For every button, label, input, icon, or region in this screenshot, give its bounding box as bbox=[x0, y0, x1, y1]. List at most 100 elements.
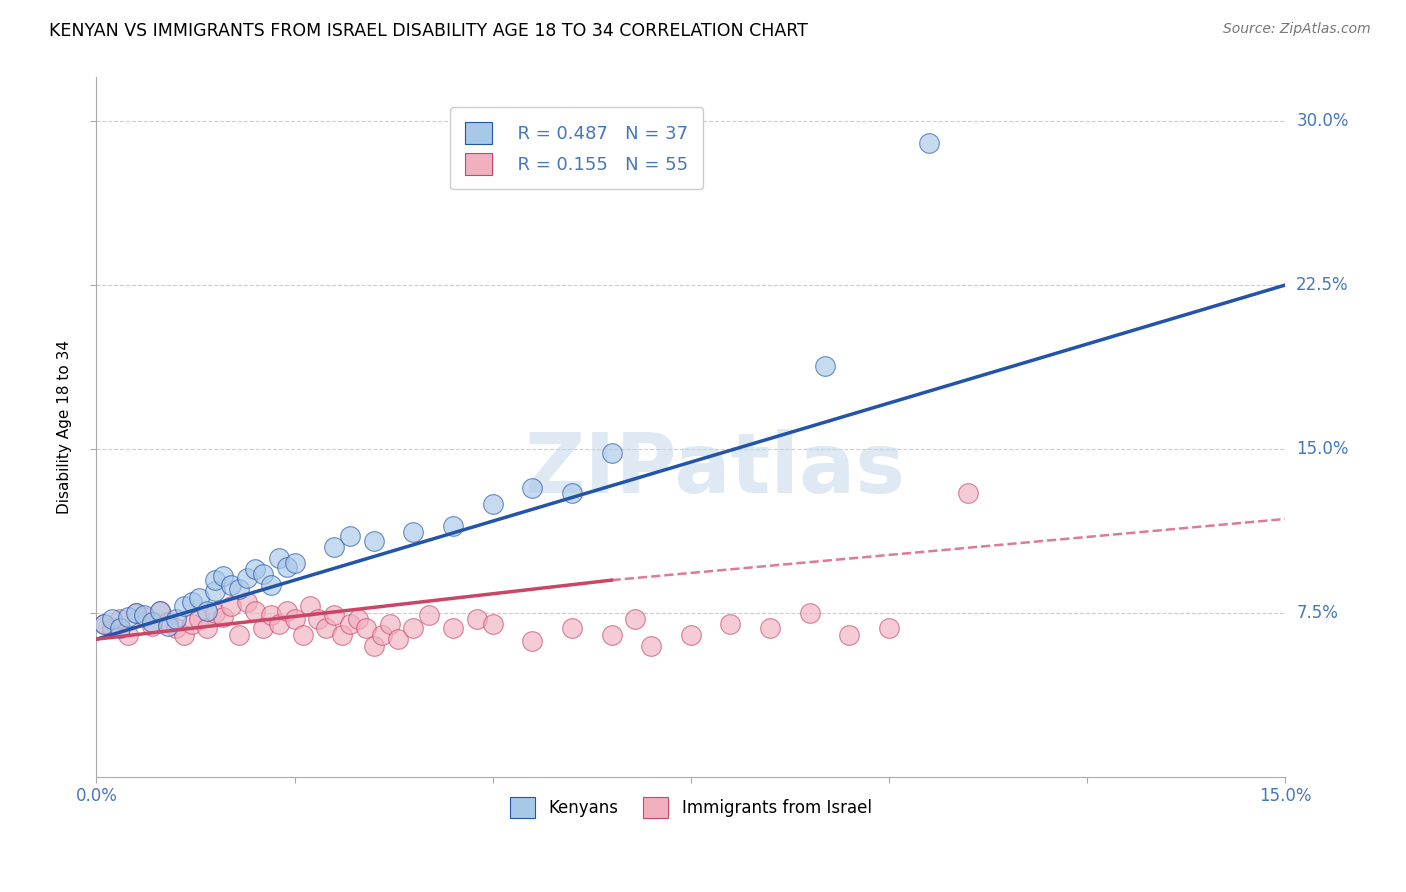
Point bbox=[204, 584, 226, 599]
Point bbox=[718, 616, 741, 631]
Point bbox=[117, 610, 139, 624]
Point bbox=[236, 571, 259, 585]
Point bbox=[173, 599, 195, 614]
Point bbox=[371, 628, 394, 642]
Point bbox=[284, 556, 307, 570]
Point bbox=[441, 518, 464, 533]
Point bbox=[363, 639, 385, 653]
Text: ZIPatlas: ZIPatlas bbox=[524, 429, 905, 509]
Text: 15.0%: 15.0% bbox=[1296, 440, 1348, 458]
Point bbox=[219, 599, 242, 614]
Text: KENYAN VS IMMIGRANTS FROM ISRAEL DISABILITY AGE 18 TO 34 CORRELATION CHART: KENYAN VS IMMIGRANTS FROM ISRAEL DISABIL… bbox=[49, 22, 808, 40]
Point bbox=[299, 599, 322, 614]
Point bbox=[276, 560, 298, 574]
Point bbox=[204, 573, 226, 587]
Point bbox=[156, 619, 179, 633]
Point bbox=[481, 497, 503, 511]
Point bbox=[149, 604, 172, 618]
Point bbox=[481, 616, 503, 631]
Point bbox=[93, 616, 115, 631]
Point bbox=[522, 481, 544, 495]
Point bbox=[219, 577, 242, 591]
Point bbox=[228, 582, 250, 596]
Y-axis label: Disability Age 18 to 34: Disability Age 18 to 34 bbox=[58, 340, 72, 514]
Point bbox=[165, 613, 187, 627]
Point bbox=[149, 604, 172, 618]
Point bbox=[339, 529, 361, 543]
Point bbox=[243, 604, 266, 618]
Point bbox=[363, 533, 385, 548]
Point bbox=[267, 551, 290, 566]
Point bbox=[402, 621, 425, 635]
Point bbox=[212, 568, 235, 582]
Point bbox=[204, 606, 226, 620]
Point bbox=[838, 628, 860, 642]
Point bbox=[212, 610, 235, 624]
Point bbox=[125, 606, 148, 620]
Point bbox=[132, 610, 155, 624]
Point bbox=[173, 628, 195, 642]
Point bbox=[465, 613, 488, 627]
Point bbox=[354, 621, 377, 635]
Point bbox=[243, 562, 266, 576]
Point bbox=[441, 621, 464, 635]
Point bbox=[93, 616, 115, 631]
Text: 30.0%: 30.0% bbox=[1296, 112, 1348, 130]
Point bbox=[330, 628, 353, 642]
Point bbox=[402, 524, 425, 539]
Point bbox=[284, 613, 307, 627]
Point bbox=[180, 595, 202, 609]
Point bbox=[101, 621, 124, 635]
Point bbox=[315, 621, 337, 635]
Legend: Kenyans, Immigrants from Israel: Kenyans, Immigrants from Israel bbox=[503, 791, 879, 824]
Point bbox=[957, 485, 980, 500]
Point bbox=[323, 541, 346, 555]
Point bbox=[561, 485, 583, 500]
Point bbox=[522, 634, 544, 648]
Point bbox=[267, 616, 290, 631]
Point bbox=[188, 613, 211, 627]
Point bbox=[759, 621, 782, 635]
Point bbox=[600, 628, 623, 642]
Point bbox=[228, 628, 250, 642]
Point bbox=[600, 446, 623, 460]
Point bbox=[799, 606, 821, 620]
Point bbox=[877, 621, 900, 635]
Point bbox=[640, 639, 662, 653]
Point bbox=[197, 604, 219, 618]
Point bbox=[110, 621, 132, 635]
Point bbox=[156, 615, 179, 629]
Text: 22.5%: 22.5% bbox=[1296, 277, 1348, 294]
Point bbox=[188, 591, 211, 605]
Point bbox=[260, 608, 283, 623]
Point bbox=[125, 606, 148, 620]
Text: 7.5%: 7.5% bbox=[1296, 604, 1339, 622]
Point bbox=[132, 608, 155, 623]
Point bbox=[307, 613, 329, 627]
Point bbox=[101, 613, 124, 627]
Point bbox=[141, 615, 163, 629]
Point bbox=[418, 608, 440, 623]
Point bbox=[276, 604, 298, 618]
Point bbox=[347, 613, 370, 627]
Point bbox=[110, 613, 132, 627]
Point bbox=[260, 577, 283, 591]
Point bbox=[197, 621, 219, 635]
Point bbox=[236, 595, 259, 609]
Point bbox=[814, 359, 837, 373]
Point bbox=[180, 616, 202, 631]
Point bbox=[339, 616, 361, 631]
Point bbox=[252, 621, 274, 635]
Point bbox=[141, 619, 163, 633]
Point bbox=[165, 621, 187, 635]
Point bbox=[679, 628, 702, 642]
Point bbox=[561, 621, 583, 635]
Point bbox=[117, 628, 139, 642]
Point bbox=[252, 566, 274, 581]
Point bbox=[291, 628, 314, 642]
Point bbox=[378, 616, 401, 631]
Point bbox=[624, 613, 647, 627]
Text: Source: ZipAtlas.com: Source: ZipAtlas.com bbox=[1223, 22, 1371, 37]
Point bbox=[323, 608, 346, 623]
Point bbox=[387, 632, 409, 647]
